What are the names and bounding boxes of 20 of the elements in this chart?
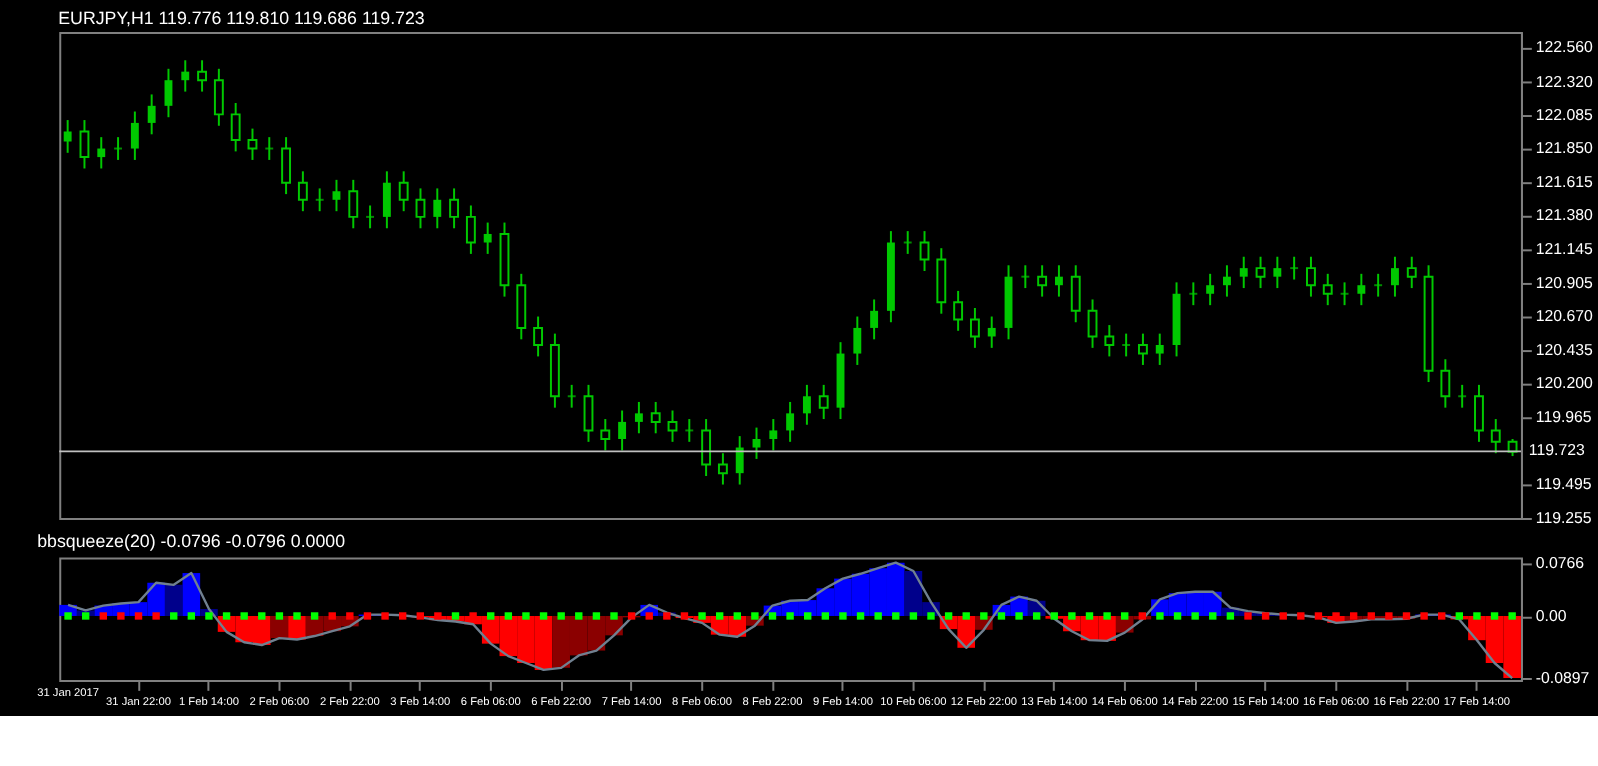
ref-line-label: 119.723 — [1528, 441, 1586, 460]
chart-title: bbsqueeze(20) -0.0796 -0.0796 0.0000 — [37, 531, 346, 552]
y-tick-label: 0.00 — [1535, 606, 1568, 625]
y-tick-label: 121.850 — [1535, 139, 1595, 158]
y-tick-label: 120.905 — [1535, 274, 1595, 293]
y-tick-label: 122.085 — [1535, 106, 1595, 125]
y-tick-label: 119.495 — [1535, 474, 1593, 493]
y-tick-label: 121.145 — [1535, 239, 1595, 258]
y-tick-label: 122.320 — [1535, 72, 1595, 91]
y-tick-label: 122.560 — [1535, 38, 1595, 57]
y-tick-label: 0.0766 — [1535, 553, 1586, 572]
chart-title: EURJPY,H1 119.776 119.810 119.686 119.723 — [58, 8, 425, 29]
y-tick-label: 121.615 — [1535, 172, 1595, 191]
y-tick-label: 119.255 — [1535, 508, 1593, 527]
y-tick-label: -0.0897 — [1535, 668, 1590, 687]
y-tick-label: 120.435 — [1535, 340, 1595, 359]
y-tick-label: 120.200 — [1535, 374, 1595, 393]
y-tick-label: 120.670 — [1535, 307, 1595, 326]
y-tick-label: 119.965 — [1535, 407, 1593, 426]
y-tick-label: 121.380 — [1535, 206, 1595, 225]
